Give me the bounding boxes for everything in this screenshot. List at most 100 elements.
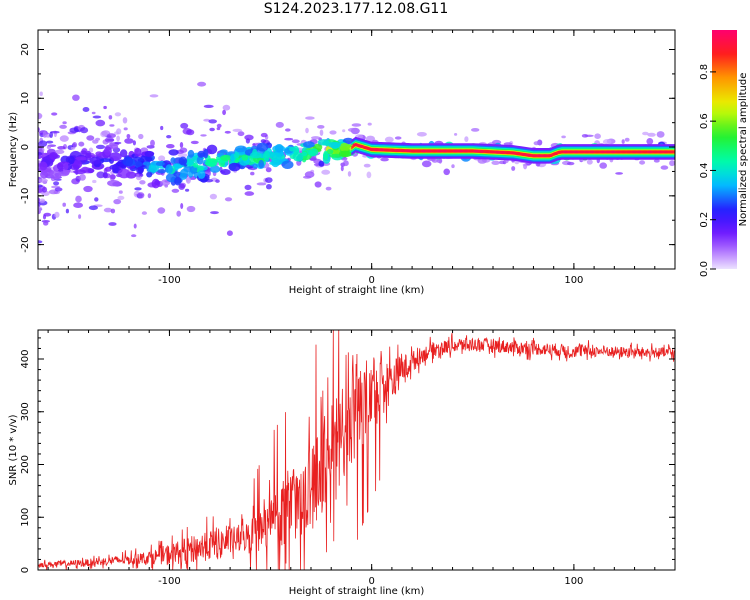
ridge-blob — [219, 149, 228, 154]
speckle — [114, 112, 122, 117]
ridge-blob — [256, 142, 269, 152]
speckle — [46, 145, 52, 150]
speckle — [511, 166, 516, 171]
ridge-blob — [197, 170, 206, 179]
speckle — [59, 135, 69, 142]
speckle — [200, 134, 207, 137]
speckle — [92, 179, 97, 184]
spectral-core-dot — [373, 148, 380, 152]
speckle — [321, 169, 331, 175]
ridge-blob — [95, 151, 103, 157]
ridge-blob — [233, 152, 240, 159]
speckle — [166, 144, 175, 149]
speckle — [79, 174, 86, 181]
speckle — [86, 135, 95, 141]
x-tick-label: 100 — [564, 275, 583, 286]
speckle — [203, 104, 214, 108]
speckle — [62, 121, 67, 125]
speckle — [176, 210, 181, 217]
ridge-blob — [241, 154, 249, 161]
speckle — [95, 119, 106, 127]
ridge-blob — [178, 156, 188, 166]
spectral-core-dot — [604, 150, 611, 154]
speckle — [207, 170, 211, 177]
ridge-blob — [250, 152, 262, 159]
spectral-core-dot — [636, 150, 643, 154]
speckle — [347, 171, 352, 177]
spectral-core-dot — [394, 149, 401, 152]
ridge-blob — [263, 151, 270, 162]
speckle — [78, 141, 85, 147]
speckle — [471, 127, 480, 132]
speckle — [96, 171, 105, 179]
speckle — [38, 240, 43, 244]
speckle — [38, 206, 43, 212]
ridge-blob — [329, 153, 342, 158]
speckle — [38, 184, 43, 188]
speckle — [464, 136, 469, 143]
speckle — [78, 214, 82, 219]
speckle — [561, 135, 566, 139]
ridge-blob — [205, 158, 218, 167]
speckle — [366, 171, 372, 179]
spectral-core-dot — [599, 150, 606, 154]
speckle — [72, 94, 80, 101]
speckle — [116, 128, 122, 135]
spectrogram-x-axis-label: Height of straight line (km) — [289, 285, 425, 296]
speckle — [624, 137, 630, 142]
ridge-blob — [120, 149, 128, 158]
speckle — [454, 133, 458, 136]
ridge-blob — [143, 161, 151, 166]
speckle — [226, 230, 233, 236]
y-tick-label: 0 — [20, 144, 31, 150]
spectral-core-dot — [352, 143, 359, 147]
speckle — [38, 178, 48, 183]
ridge-blob — [196, 156, 204, 165]
speckle — [178, 183, 185, 190]
speckle — [265, 167, 272, 173]
y-tick-label: 200 — [20, 455, 31, 474]
spectral-core-dot — [415, 149, 422, 153]
speckle — [124, 138, 134, 144]
ridge-blob — [174, 176, 182, 186]
ridge-blob — [144, 150, 155, 158]
speckle — [65, 208, 69, 214]
ridge-blob — [69, 164, 80, 170]
ridge-blob — [107, 180, 121, 187]
ridge-blob — [133, 161, 143, 168]
speckle — [91, 111, 96, 115]
speckle — [137, 192, 145, 199]
ridge-blob — [281, 160, 294, 169]
spectral-core-dot — [610, 150, 617, 154]
speckle — [185, 188, 190, 192]
speckle — [244, 134, 254, 141]
spectrogram-y-axis-label: Frequency (Hz) — [8, 112, 19, 188]
snr-frame — [37, 329, 676, 571]
speckle — [106, 133, 116, 139]
ridge-blob — [323, 150, 329, 161]
ridge-blob — [197, 150, 205, 158]
y-tick-label: -10 — [20, 188, 31, 204]
spectral-core-dot — [657, 150, 664, 154]
speckle — [186, 205, 196, 213]
ridge-blob — [220, 154, 232, 161]
spectral-core-dot — [557, 150, 564, 154]
spectral-core-dot — [568, 150, 575, 154]
spectral-core-dot — [515, 152, 522, 156]
ridge-blob — [117, 168, 131, 179]
speckle — [150, 139, 155, 147]
speckle — [266, 184, 272, 190]
speckle — [602, 139, 612, 145]
speckle — [311, 136, 321, 140]
spectral-core-dot — [426, 149, 433, 153]
speckle — [237, 131, 245, 137]
ridge-blob — [317, 139, 330, 146]
x-tick-label: 0 — [368, 275, 374, 286]
x-tick-label: -100 — [158, 576, 181, 587]
speckle — [250, 171, 255, 176]
speckle — [133, 223, 137, 229]
y-tick-label: 20 — [20, 43, 31, 56]
speckle — [581, 134, 589, 138]
spectral-core-dot — [399, 149, 406, 153]
speckle — [80, 127, 89, 134]
